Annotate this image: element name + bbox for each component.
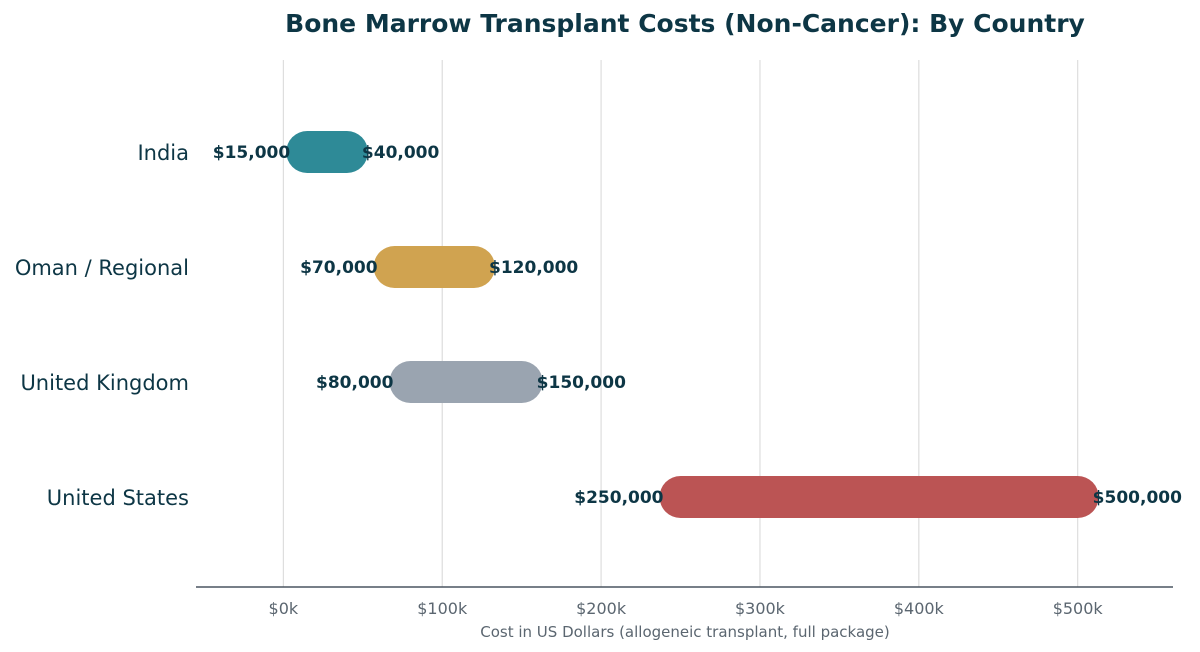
x-axis-title: Cost in US Dollars (allogeneic transplan…: [480, 623, 890, 641]
x-tick-label: $0k: [269, 599, 299, 618]
x-tick-label: $400k: [894, 599, 945, 618]
x-tick-labels: $0k $100k $200k $300k $400k $500k: [269, 599, 1104, 618]
high-value-label: $500,000: [1093, 488, 1182, 508]
high-value-label: $120,000: [489, 258, 578, 278]
x-tick-label: $300k: [735, 599, 786, 618]
low-value-label: $80,000: [316, 373, 394, 393]
range-bars: [286, 131, 1099, 518]
high-value-label: $150,000: [537, 373, 626, 393]
value-labels: $15,000 $40,000 $70,000 $120,000 $80,000 $150…: [213, 143, 1182, 508]
range-bar: [373, 246, 496, 288]
x-tick-label: $500k: [1053, 599, 1104, 618]
low-value-label: $70,000: [300, 258, 378, 278]
category-label: Oman / Regional: [15, 256, 189, 280]
x-tick-label: $100k: [417, 599, 468, 618]
chart-title: Bone Marrow Transplant Costs (Non-Cancer…: [285, 9, 1085, 38]
range-bar: [286, 131, 368, 173]
grid-lines: [282, 60, 1079, 587]
category-label: United States: [47, 486, 189, 510]
range-bar: [659, 476, 1099, 518]
x-tick-label: $200k: [576, 599, 627, 618]
category-label: United Kingdom: [20, 371, 189, 395]
range-bar: [389, 361, 543, 403]
category-labels: India Oman / Regional United Kingdom United…: [15, 141, 189, 510]
high-value-label: $40,000: [362, 143, 440, 163]
low-value-label: $15,000: [213, 143, 291, 163]
category-label: India: [137, 141, 189, 165]
low-value-label: $250,000: [574, 488, 663, 508]
